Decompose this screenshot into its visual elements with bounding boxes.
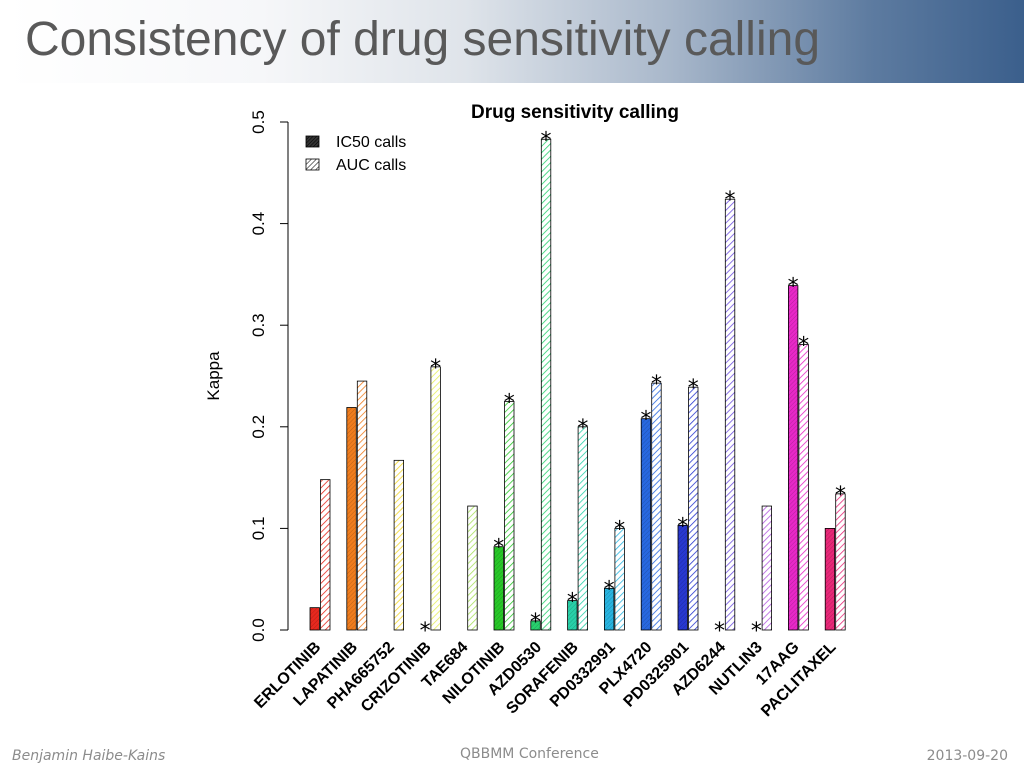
bar-ic50 (309, 607, 320, 631)
page-title: Consistency of drug sensitivity calling (25, 13, 821, 66)
significance-marker: * (504, 390, 515, 415)
legend-swatch (305, 158, 320, 171)
significance-marker: * (530, 610, 541, 635)
significance-marker: * (751, 619, 762, 644)
bar-auc (467, 505, 478, 631)
bar-ic50 (493, 546, 504, 631)
y-tick-label: 0.2 (249, 415, 268, 439)
footer-date: 2013-09-20 (926, 748, 1008, 764)
significance-marker: * (430, 356, 441, 381)
significance-marker: * (798, 334, 809, 359)
bar-auc (651, 382, 662, 631)
bar-ic50 (788, 285, 799, 631)
bar-ic50 (604, 587, 615, 631)
y-tick-label: 0.3 (249, 313, 268, 337)
significance-marker: * (577, 416, 588, 441)
bar-auc (504, 400, 515, 631)
y-tick-label: 0.0 (249, 618, 268, 642)
bar-auc (614, 528, 625, 631)
significance-marker: * (604, 577, 615, 602)
significance-marker: * (835, 483, 846, 508)
bar-auc (724, 198, 736, 631)
y-tick-label: 0.1 (249, 517, 268, 541)
legend-label: IC50 calls (336, 134, 406, 151)
y-tick-label: 0.5 (249, 110, 268, 134)
significance-marker: * (725, 188, 736, 213)
bar-auc (540, 138, 552, 631)
bar-auc (688, 386, 699, 631)
y-tick-label: 0.4 (249, 212, 268, 236)
bar-auc (320, 479, 331, 631)
significance-marker: * (651, 372, 662, 397)
legend-swatch (305, 135, 320, 148)
significance-marker: * (677, 514, 688, 539)
significance-marker: * (493, 536, 504, 561)
bar-auc (761, 505, 772, 631)
significance-marker: * (541, 128, 552, 153)
bar-ic50 (677, 524, 688, 631)
bar-auc (430, 366, 441, 631)
significance-marker: * (714, 619, 725, 644)
bar-ic50 (567, 600, 578, 631)
significance-marker: * (614, 517, 625, 542)
bar-ic50 (640, 418, 652, 631)
footer-author: Benjamin Haibe-Kains (12, 748, 166, 764)
significance-marker: * (567, 590, 578, 615)
y-axis-label: Kappa (204, 351, 223, 401)
significance-marker: * (640, 408, 651, 433)
bar-auc (835, 493, 846, 631)
bar-auc (393, 459, 405, 631)
bar-auc (577, 426, 588, 631)
chart-title: Drug sensitivity calling (471, 102, 679, 123)
significance-marker: * (688, 376, 699, 401)
bar-auc (356, 380, 368, 631)
significance-marker: * (420, 619, 431, 644)
bar-ic50 (530, 620, 541, 631)
bar-ic50 (346, 407, 357, 631)
bar-ic50 (824, 528, 836, 631)
significance-marker: * (788, 275, 799, 300)
bar-auc (798, 344, 809, 631)
footer-conference: QBBMM Conference (460, 746, 599, 762)
legend-label: AUC calls (336, 157, 406, 174)
title-bar (8, 0, 1024, 83)
